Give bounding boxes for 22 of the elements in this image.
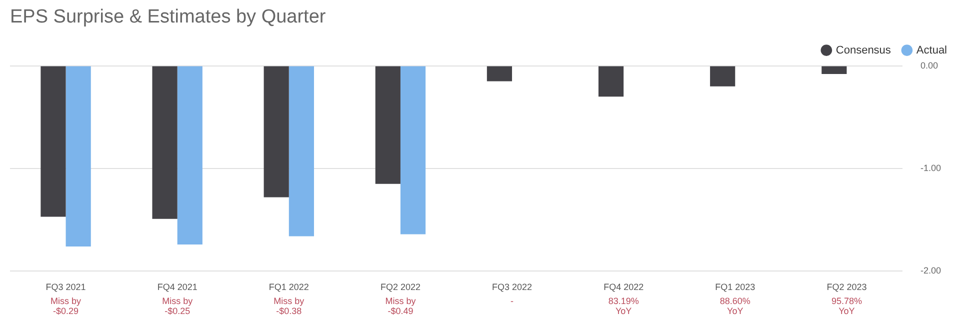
x-tick-label: FQ3 2022 [492, 282, 532, 292]
x-tick-label: FQ3 2021 [46, 282, 86, 292]
x-tick-label: FQ1 2023 [715, 282, 756, 292]
text: - [510, 296, 514, 306]
text: Miss by -$0.49 [385, 296, 416, 316]
x-tick-label: FQ1 2022 [268, 282, 309, 292]
text: 95.78% YoY [831, 296, 862, 316]
text: 83.19% YoY [608, 296, 639, 316]
x-tick-label: FQ4 2021 [157, 282, 198, 292]
y-tick-label: 0.00 [920, 60, 938, 70]
x-tick-label: FQ2 2023 [826, 282, 867, 292]
x-tick-label: FQ2 2022 [380, 282, 420, 292]
legend-label: Actual [916, 44, 948, 56]
legend-label: Consensus [836, 44, 892, 56]
text: Miss by -$0.38 [274, 296, 305, 316]
text: Miss by -$0.29 [50, 296, 82, 316]
text: Miss by -$0.25 [162, 296, 194, 316]
y-tick-label: -2.00 [920, 266, 941, 276]
x-tick-label: FQ4 2022 [604, 282, 644, 292]
y-tick-label: -1.00 [920, 162, 941, 173]
chart-title: EPS Surprise & Estimates by Quarter [10, 6, 326, 28]
text: 88.60% YoY [720, 296, 750, 316]
